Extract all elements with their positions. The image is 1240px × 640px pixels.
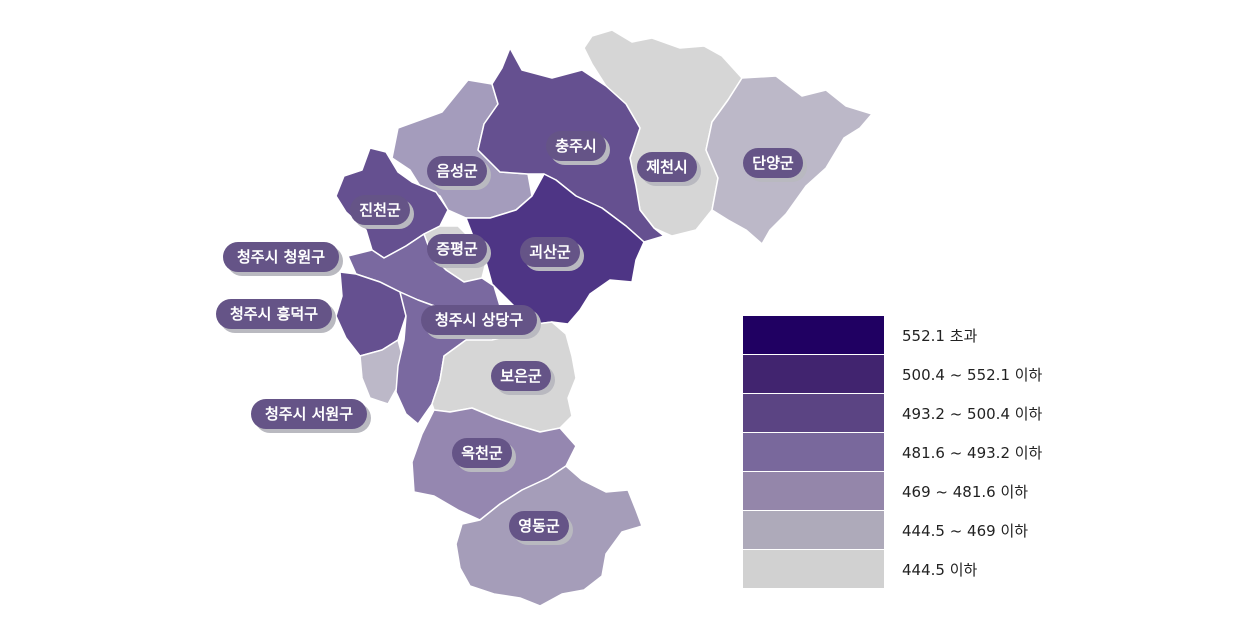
legend-item: 552.1 초과: [743, 316, 1042, 355]
region-label-pill: [637, 152, 697, 182]
region-label-pill: [491, 361, 551, 391]
legend-label: 500.4 ~ 552.1 이하: [902, 366, 1043, 384]
legend: 552.1 초과 500.4 ~ 552.1 이하 493.2 ~ 500.4 이하…: [743, 316, 1042, 589]
legend-item: 500.4 ~ 552.1 이하: [743, 355, 1042, 394]
region-label-text: 영동군: [518, 517, 560, 535]
legend-item: 493.2 ~ 500.4 이하: [743, 394, 1042, 433]
region-label-eumseong: 음성군: [427, 156, 491, 190]
region-label-goesan: 괴산군: [520, 237, 584, 271]
region-label-danyang: 단양군: [743, 148, 807, 182]
region-label-yeongdong: 영동군: [509, 511, 573, 545]
legend-item: 469 ~ 481.6 이하: [743, 472, 1042, 511]
region-label-pill: [520, 237, 580, 267]
legend-swatch: [743, 394, 884, 432]
region-label-jeungpyeong: 증평군: [427, 234, 491, 268]
legend-label: 493.2 ~ 500.4 이하: [902, 405, 1043, 423]
region-label-pill: [546, 131, 606, 161]
legend-item: 444.5 ~ 469 이하: [743, 511, 1042, 550]
region-label-pill: [216, 299, 332, 329]
region-label-pill: [251, 399, 367, 429]
region-label-pill: [427, 234, 487, 264]
region-label-pill: [452, 438, 512, 468]
region-label-text: 옥천군: [461, 444, 503, 462]
region-label-chungju: 충주시: [546, 131, 610, 165]
region-label-text: 청주시 상당구: [435, 311, 523, 329]
legend-swatch: [743, 550, 884, 588]
region-label-jincheon: 진천군: [350, 195, 414, 229]
legend-label: 481.6 ~ 493.2 이하: [902, 444, 1043, 462]
region-label-pill: [509, 511, 569, 541]
region-label-pill: [350, 195, 410, 225]
legend-label: 444.5 이하: [902, 561, 978, 579]
region-label-sangdang: 청주시 상당구: [421, 305, 541, 339]
region-label-text: 진천군: [359, 201, 401, 219]
legend-swatch: [743, 316, 884, 354]
region-label-text: 청주시 청원구: [237, 248, 325, 266]
region-label-heungdeok: 청주시 흥덕구: [216, 299, 336, 333]
region-label-text: 괴산군: [529, 243, 571, 261]
region-label-pill: [421, 305, 537, 335]
legend-label: 552.1 초과: [902, 327, 978, 345]
region-label-pill: [223, 242, 339, 272]
legend-swatch: [743, 433, 884, 471]
region-label-text: 음성군: [436, 162, 478, 180]
region-label-text: 청주시 흥덕구: [230, 305, 318, 323]
region-label-jecheon: 제천시: [637, 152, 701, 186]
region-label-text: 충주시: [555, 137, 596, 155]
region-label-text: 단양군: [752, 154, 794, 172]
legend-swatch: [743, 355, 884, 393]
legend-item: 481.6 ~ 493.2 이하: [743, 433, 1042, 472]
region-label-okcheon: 옥천군: [452, 438, 516, 472]
legend-label: 444.5 ~ 469 이하: [902, 522, 1029, 540]
legend-swatch: [743, 472, 884, 510]
region-label-seowon: 청주시 서원구: [251, 399, 371, 433]
region-label-pill: [427, 156, 487, 186]
region-label-text: 증평군: [436, 240, 478, 258]
region-label-cheongwon: 청주시 청원구: [223, 242, 343, 276]
region-label-boeun: 보은군: [491, 361, 555, 395]
region-label-pill: [743, 148, 803, 178]
region-label-text: 청주시 서원구: [265, 405, 353, 423]
legend-label: 469 ~ 481.6 이하: [902, 483, 1029, 501]
legend-item: 444.5 이하: [743, 550, 1042, 589]
region-label-text: 제천시: [646, 158, 687, 176]
region-label-text: 보은군: [500, 367, 542, 385]
legend-swatch: [743, 511, 884, 549]
